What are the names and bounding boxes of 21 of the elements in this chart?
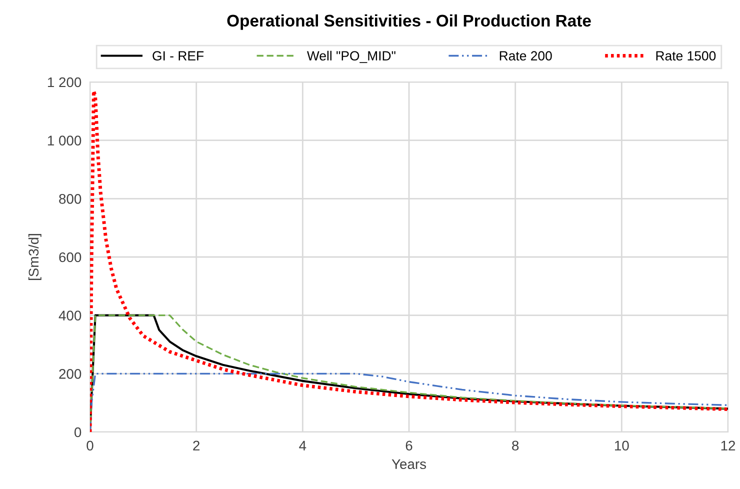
legend-label: GI - REF: [152, 51, 204, 61]
legend-label: Rate 200: [500, 51, 552, 61]
y-tick-label: 0: [74, 427, 82, 438]
x-tick-label: 8: [512, 440, 519, 451]
x-tick-label: 6: [406, 440, 412, 451]
x-tick-label: 0: [86, 440, 94, 451]
legend-label: Rate 1500: [656, 51, 716, 61]
x-tick-label: 4: [299, 440, 306, 450]
x-tick-label: 10: [615, 440, 629, 451]
y-tick-label: 600: [59, 252, 82, 262]
y-tick-label: 200: [59, 369, 82, 379]
x-tick-label: 12: [721, 440, 736, 450]
y-tick-label: 1 000: [48, 136, 82, 146]
x-tick-label: 2: [193, 440, 200, 450]
y-axis-title: [Sm3/d]: [28, 234, 42, 280]
x-axis-title: Years: [392, 459, 426, 470]
y-tick-label: 800: [59, 194, 82, 204]
chart-title: Operational Sensitivities - Oil Production Rate: [227, 14, 591, 30]
y-tick-label: 1 200: [48, 77, 82, 88]
legend-label: Well "PO_MID": [306, 50, 396, 64]
y-tick-label: 400: [58, 310, 82, 321]
